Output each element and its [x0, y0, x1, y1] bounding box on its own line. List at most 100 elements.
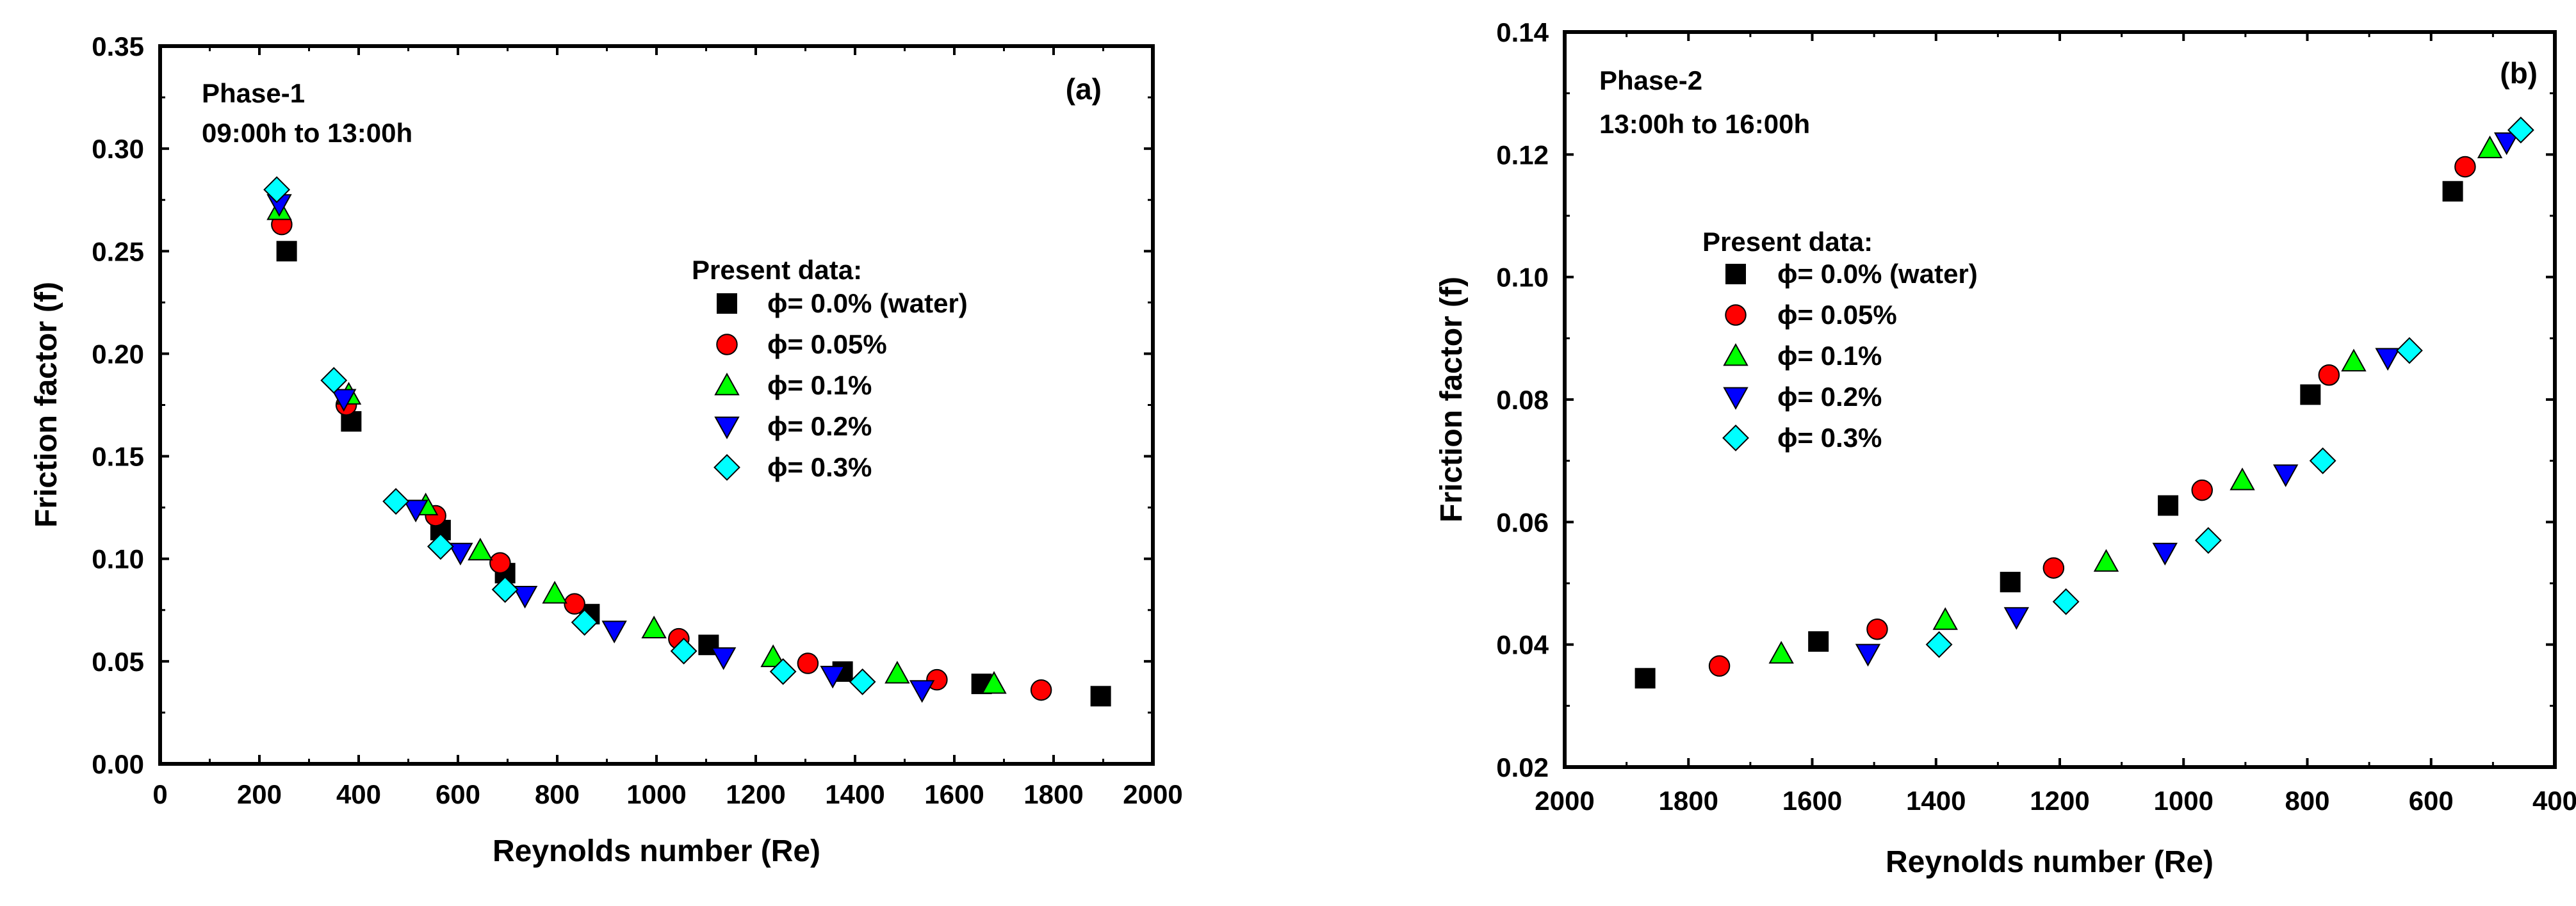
- legend-label: ϕ= 0.0% (water): [767, 288, 968, 318]
- data-point: [2093, 549, 2119, 572]
- legend-marker: [713, 454, 740, 481]
- axis-ticks: 2000 1800 1600 1400 1200 1000 800 600 400 0.02 0.0…: [1496, 17, 2576, 816]
- data-point: [2272, 464, 2299, 487]
- legend-item: ϕ= 0.3%: [713, 452, 872, 482]
- legend-label: ϕ= 0.05%: [767, 329, 887, 359]
- x-tick-label: 1200: [726, 779, 785, 809]
- legend-label: ϕ= 0.0% (water): [1777, 259, 1978, 289]
- data-point: [2230, 467, 2255, 490]
- legend-item: ϕ= 0.2%: [1723, 382, 1882, 412]
- data-point: [1925, 631, 1953, 658]
- legend-marker: [1722, 425, 1749, 451]
- data-point: [1030, 679, 1052, 701]
- legend-marker: [1725, 264, 1746, 284]
- y-tick-label: 0.15: [92, 442, 144, 472]
- legend-marker: [1723, 387, 1749, 410]
- data-point: [2442, 181, 2463, 202]
- data-point: [491, 576, 519, 603]
- y-axis-label: Friction factor (f): [29, 282, 63, 528]
- plot-frame: [1563, 30, 2557, 769]
- data-point: [1808, 631, 1829, 652]
- data-point: [1932, 607, 1958, 630]
- x-tick-label: 1400: [825, 779, 884, 809]
- x-tick-label: 600: [436, 779, 480, 809]
- legend-item: ϕ= 0.1%: [714, 370, 872, 400]
- axis-ticks: 0 200 400 600 800 1000 1200 1400 1600 1800 2000 0.0…: [92, 31, 1182, 809]
- y-tick-label: 0.05: [92, 647, 144, 677]
- x-tick-label: 1000: [626, 779, 686, 809]
- y-axis-label: Friction factor (f): [1435, 277, 1469, 522]
- series-3: [266, 194, 935, 703]
- data-point: [427, 533, 454, 560]
- legend-label: ϕ= 0.2%: [767, 411, 872, 441]
- data-point: [2000, 572, 2021, 593]
- x-axis-label: Reynolds number (Re): [493, 834, 820, 868]
- series-1: [1708, 156, 2476, 677]
- legend-item: ϕ= 0.05%: [1725, 300, 1897, 330]
- data-point: [1090, 686, 1111, 707]
- legend-title: Present data:: [692, 255, 862, 285]
- data-point: [331, 389, 357, 412]
- legend-item: ϕ= 0.1%: [1723, 341, 1882, 371]
- data-point: [641, 615, 667, 639]
- data-point: [820, 665, 845, 689]
- x-tick-label: 1400: [1906, 786, 1966, 816]
- data-point: [403, 499, 428, 522]
- legend-label: ϕ= 0.2%: [1777, 382, 1882, 412]
- legend-items: ϕ= 0.0% (water) ϕ= 0.05% ϕ= 0.1% ϕ= 0.2% ϕ= …: [1722, 259, 1978, 453]
- x-tick-label: 2000: [1123, 779, 1182, 809]
- data-point: [981, 671, 1007, 694]
- panel-label: (a): [1066, 72, 1102, 106]
- time-range-label: 13:00h to 16:00h: [1599, 109, 1810, 139]
- x-tick-label: 1000: [2154, 786, 2213, 816]
- data-point: [2300, 384, 2321, 405]
- x-tick-label: 800: [2285, 786, 2329, 816]
- data-point: [320, 367, 348, 394]
- legend-label: ϕ= 0.3%: [767, 452, 872, 482]
- legend-item: ϕ= 0.2%: [714, 411, 872, 441]
- legend: Present data: ϕ= 0.0% (water)ϕ= 0.05%ϕ= …: [1702, 227, 1978, 453]
- data-point: [769, 658, 797, 685]
- x-tick-label: 1600: [1782, 786, 1842, 816]
- series-0: [1634, 181, 2463, 689]
- data-point: [2318, 364, 2340, 386]
- data-point: [2477, 135, 2503, 159]
- y-tick-label: 0.10: [92, 544, 144, 574]
- y-tick-label: 0.06: [1496, 507, 1549, 537]
- data-point: [2309, 447, 2336, 474]
- x-tick-label: 800: [535, 779, 580, 809]
- chart-panel-a: 0 200 400 600 800 1000 1200 1400 1600 1800 2000 0.0…: [29, 31, 1183, 868]
- legend-label: ϕ= 0.1%: [1777, 341, 1882, 371]
- data-point: [448, 542, 473, 566]
- y-tick-label: 0.30: [92, 134, 144, 164]
- y-tick-label: 0.25: [92, 236, 144, 266]
- legend-label: ϕ= 0.05%: [1777, 300, 1897, 330]
- legend-item: ϕ= 0.0% (water): [717, 288, 968, 318]
- y-tick-label: 0.35: [92, 31, 144, 61]
- x-tick-label: 0: [152, 779, 167, 809]
- data-point: [2507, 117, 2534, 143]
- legend-marker: [1725, 304, 1747, 326]
- data-point: [710, 647, 737, 670]
- legend-label: ϕ= 0.3%: [1777, 423, 1882, 453]
- chart-panel-b: 2000 1800 1600 1400 1200 1000 800 600 400 0.02 0.0…: [1435, 17, 2576, 879]
- data-point: [797, 652, 819, 674]
- series-3: [1855, 132, 2520, 667]
- x-axis-label: Reynolds number (Re): [1886, 845, 2213, 879]
- legend-marker: [714, 416, 740, 440]
- x-tick-label: 1600: [924, 779, 984, 809]
- x-tick-label: 2000: [1535, 786, 1594, 816]
- data-point: [1708, 655, 1731, 677]
- legend-marker: [716, 334, 738, 355]
- data-point: [909, 680, 935, 703]
- panel-label: (b): [2500, 56, 2538, 90]
- data-point: [1855, 643, 1881, 667]
- x-tick-label: 1800: [1659, 786, 1718, 816]
- x-tick-label: 600: [2409, 786, 2454, 816]
- data-point: [2396, 337, 2423, 364]
- series-4: [263, 176, 876, 695]
- x-tick-label: 400: [336, 779, 381, 809]
- data-point: [2454, 156, 2476, 178]
- legend-label: ϕ= 0.1%: [767, 370, 872, 400]
- data-point: [382, 488, 410, 515]
